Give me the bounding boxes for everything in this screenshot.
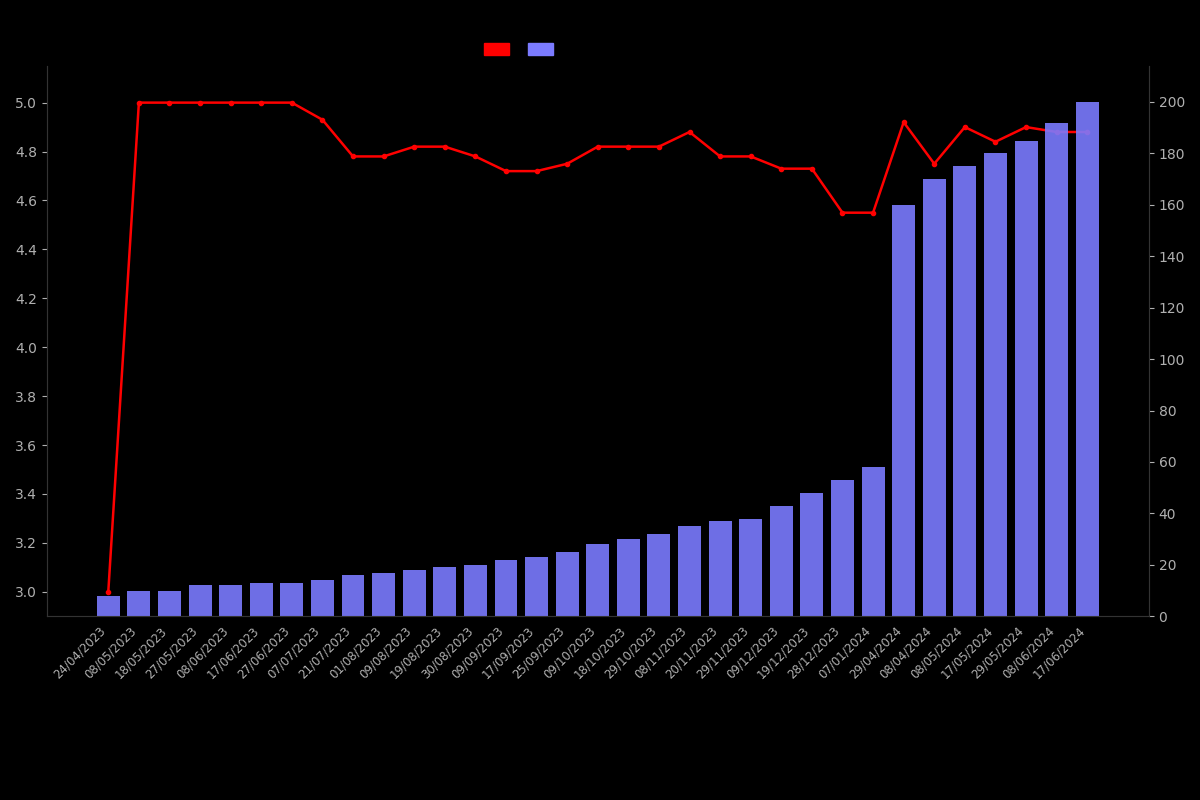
Bar: [250, 583, 272, 616]
Bar: [433, 567, 456, 616]
Bar: [892, 205, 916, 616]
Bar: [923, 179, 946, 616]
Bar: [984, 154, 1007, 616]
Bar: [587, 544, 610, 616]
Bar: [648, 534, 671, 616]
Legend: , : ,: [485, 42, 557, 57]
Bar: [1045, 122, 1068, 616]
Bar: [770, 506, 793, 616]
Bar: [709, 521, 732, 616]
Bar: [188, 586, 211, 616]
Bar: [342, 575, 365, 616]
Bar: [678, 526, 701, 616]
Bar: [494, 560, 517, 616]
Bar: [311, 580, 334, 616]
Bar: [617, 539, 640, 616]
Bar: [1075, 102, 1099, 616]
Bar: [800, 493, 823, 616]
Bar: [739, 518, 762, 616]
Bar: [97, 596, 120, 616]
Bar: [1014, 141, 1038, 616]
Bar: [220, 586, 242, 616]
Bar: [372, 573, 395, 616]
Bar: [953, 166, 977, 616]
Bar: [158, 590, 181, 616]
Bar: [281, 583, 304, 616]
Bar: [403, 570, 426, 616]
Bar: [862, 467, 884, 616]
Bar: [526, 557, 548, 616]
Bar: [464, 565, 487, 616]
Bar: [832, 480, 854, 616]
Bar: [556, 552, 578, 616]
Bar: [127, 590, 150, 616]
